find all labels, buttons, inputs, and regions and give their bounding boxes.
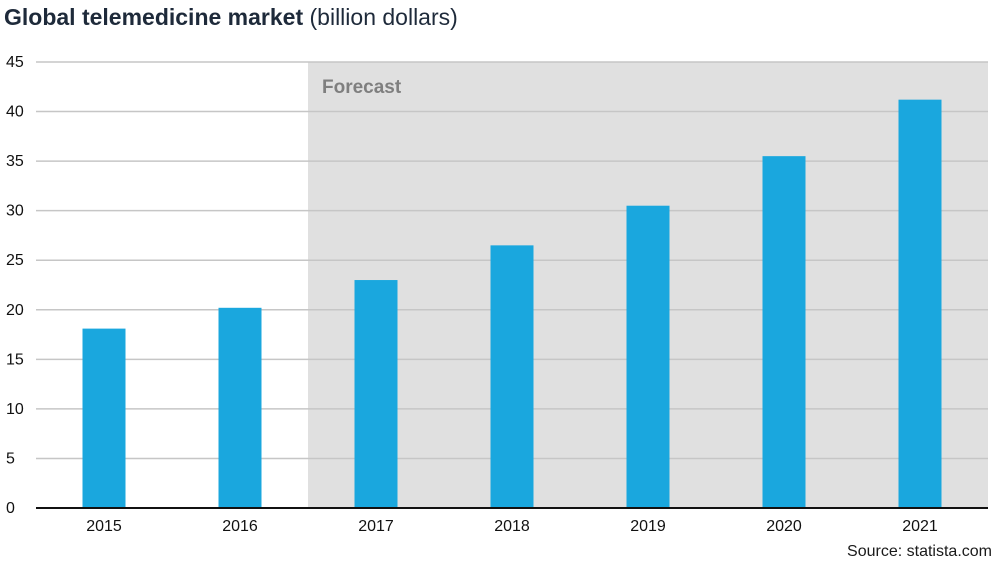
x-tick-label: 2017 bbox=[358, 518, 394, 535]
chart-title: Global telemedicine market (billion doll… bbox=[4, 4, 458, 31]
chart-title-main: Global telemedicine market bbox=[4, 4, 304, 30]
y-tick-label: 15 bbox=[6, 351, 24, 368]
forecast-label: Forecast bbox=[322, 77, 402, 98]
bar-2018 bbox=[490, 245, 534, 508]
x-tick-label: 2018 bbox=[494, 518, 530, 535]
bar-2015 bbox=[82, 328, 126, 508]
y-tick-label: 35 bbox=[6, 153, 24, 170]
y-tick-label: 10 bbox=[6, 401, 24, 418]
x-tick-label: 2019 bbox=[630, 518, 666, 535]
bar-2017 bbox=[354, 280, 398, 508]
bar-2016 bbox=[218, 307, 262, 508]
y-tick-label: 40 bbox=[6, 104, 24, 121]
bar-2021 bbox=[898, 99, 942, 508]
x-tick-label: 2016 bbox=[222, 518, 258, 535]
bar-2019 bbox=[626, 205, 670, 508]
chart-title-unit: (billion dollars) bbox=[309, 4, 458, 30]
x-tick-label: 2020 bbox=[766, 518, 802, 535]
x-tick-label: 2021 bbox=[902, 518, 938, 535]
y-tick-label: 0 bbox=[6, 500, 15, 517]
y-tick-label: 25 bbox=[6, 252, 24, 269]
source-note: Source: statista.com bbox=[847, 543, 992, 560]
y-tick-label: 45 bbox=[6, 54, 24, 71]
y-tick-label: 5 bbox=[6, 450, 15, 467]
y-tick-label: 20 bbox=[6, 302, 24, 319]
bar-2020 bbox=[762, 156, 806, 508]
x-tick-label: 2015 bbox=[86, 518, 122, 535]
y-tick-label: 30 bbox=[6, 203, 24, 220]
